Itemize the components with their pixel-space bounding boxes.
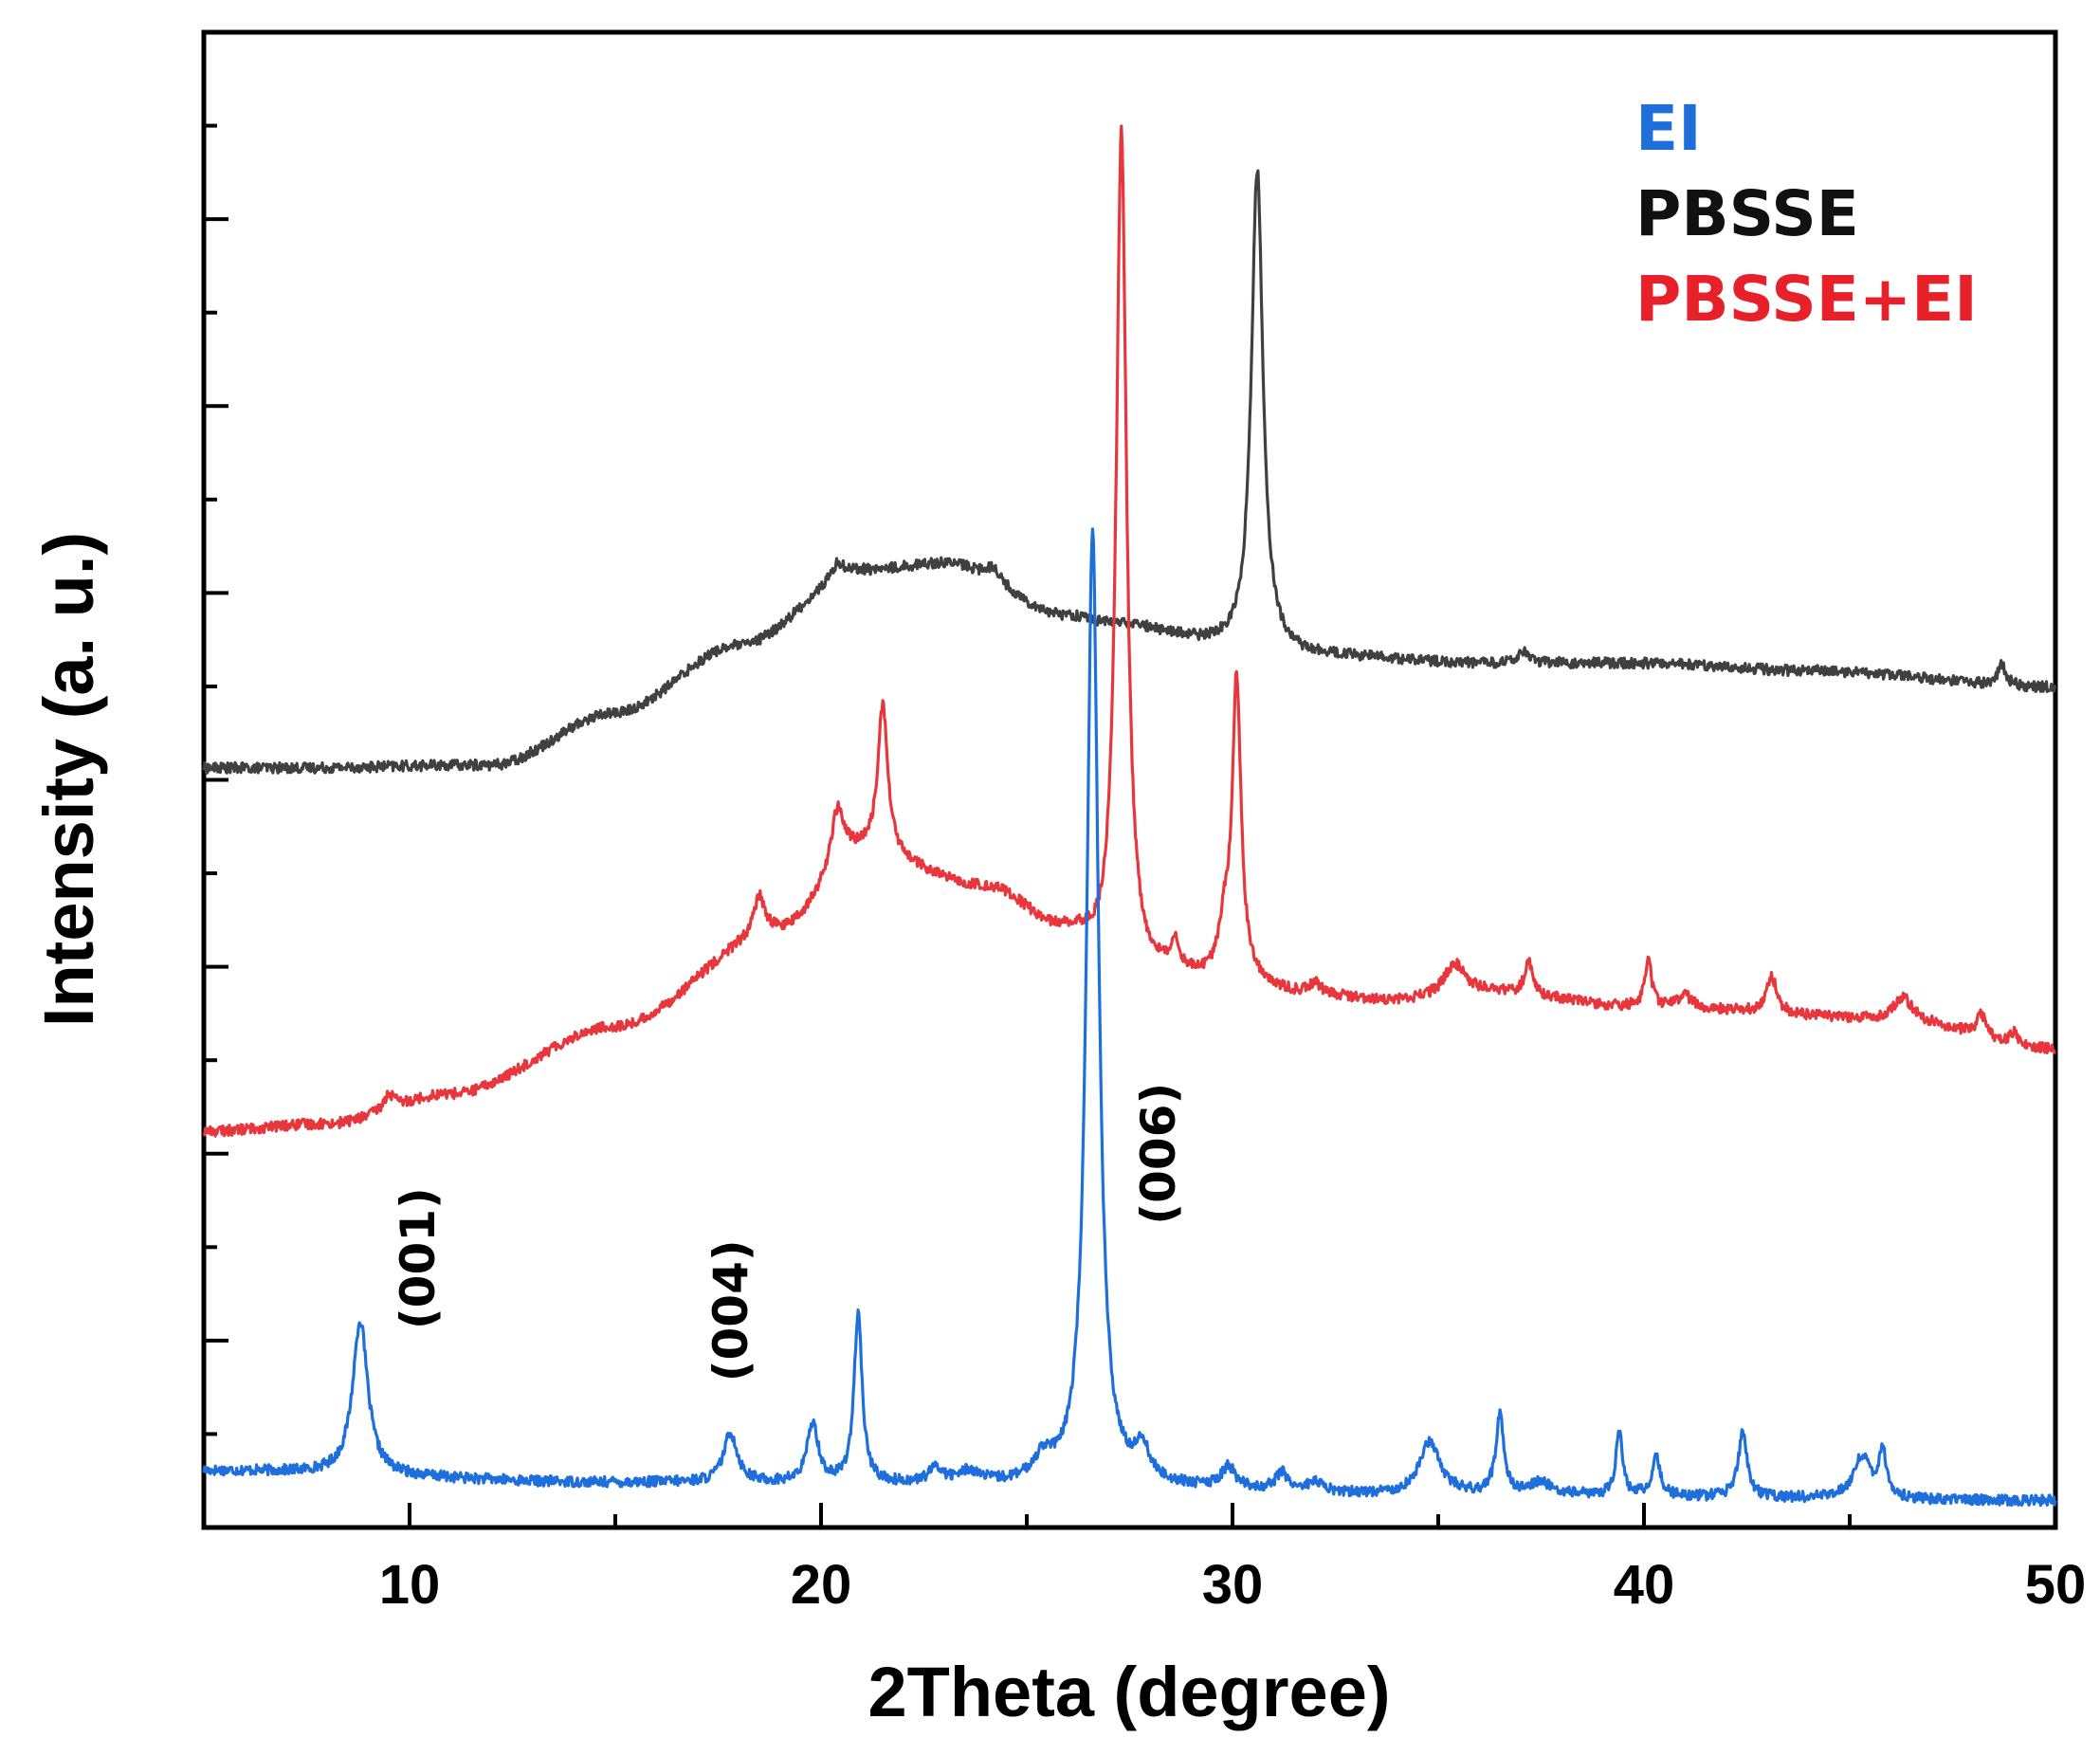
y-axis-title: Intensity (a. u.) [29, 532, 108, 1027]
series-layer [202, 124, 2057, 1508]
plot-frame [201, 29, 2058, 1530]
x-axis-title: 2Theta (degree) [867, 1653, 1390, 1731]
peak-annotation: (004) [703, 1239, 758, 1381]
annotation-layer: (001) (004) (006) [391, 1083, 1186, 1382]
x-tick-label: 40 [1614, 1554, 1675, 1616]
legend-entry-pbsse: PBSSE [1635, 177, 1859, 250]
x-tick-label: 50 [2025, 1554, 2087, 1616]
series-line-ei [202, 527, 2057, 1508]
peak-annotation: (001) [391, 1187, 446, 1329]
x-tick-label: 20 [791, 1554, 852, 1616]
x-tick-label: 10 [379, 1554, 441, 1616]
y-axis-ticks [204, 123, 228, 1436]
peak-annotation: (006) [1131, 1083, 1186, 1225]
legend-entry-ei: EI [1635, 92, 1702, 165]
x-axis-ticks: 10 20 30 40 50 [202, 1503, 2087, 1616]
legend: EI PBSSE PBSSE+EI [1635, 92, 1978, 336]
legend-entry-pbsse-ei: PBSSE+EI [1635, 263, 1978, 336]
x-tick-label: 30 [1202, 1554, 1264, 1616]
series-line-pbsse-ei [202, 124, 2056, 1138]
